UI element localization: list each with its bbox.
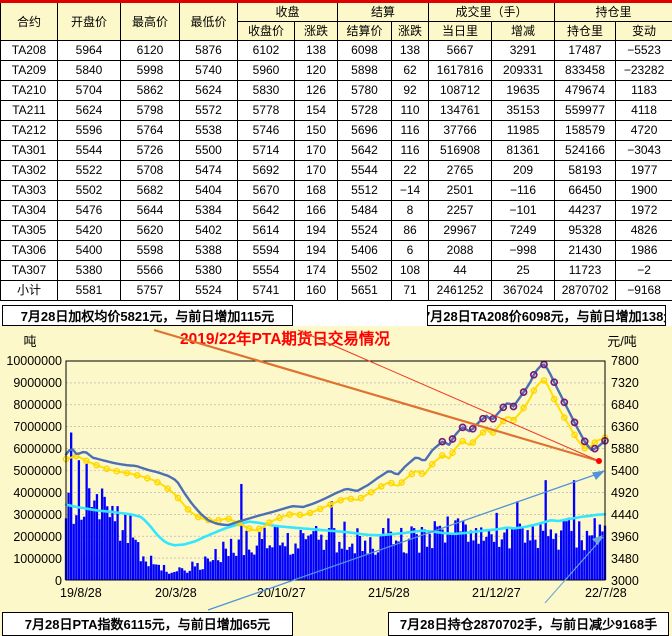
svg-text:19/8/28: 19/8/28 (60, 586, 102, 600)
svg-text:4920: 4920 (611, 486, 639, 500)
svg-text:6000000: 6000000 (13, 442, 62, 456)
svg-text:7320: 7320 (611, 376, 639, 390)
svg-text:3000000: 3000000 (13, 508, 62, 522)
svg-text:4000000: 4000000 (13, 486, 62, 500)
svg-text:6840: 6840 (611, 398, 639, 412)
svg-text:5000000: 5000000 (13, 464, 62, 478)
svg-text:元/吨: 元/吨 (607, 334, 637, 349)
svg-text:10000000: 10000000 (6, 354, 62, 368)
svg-text:21/5/28: 21/5/28 (368, 586, 410, 600)
svg-text:2019/22年PTA期货日交易情况: 2019/22年PTA期货日交易情况 (180, 329, 390, 348)
svg-text:5880: 5880 (611, 442, 639, 456)
svg-text:1000000: 1000000 (13, 552, 62, 566)
svg-text:吨: 吨 (23, 334, 36, 349)
svg-text:9000000: 9000000 (13, 376, 62, 390)
svg-text:3480: 3480 (611, 552, 639, 566)
svg-text:8000000: 8000000 (13, 398, 62, 412)
svg-text:5400: 5400 (611, 464, 639, 478)
svg-text:20/10/27: 20/10/27 (257, 586, 306, 600)
svg-text:4440: 4440 (611, 508, 639, 522)
svg-text:22/7/28: 22/7/28 (585, 586, 627, 600)
svg-text:21/12/27: 21/12/27 (472, 586, 521, 600)
svg-text:6360: 6360 (611, 420, 639, 434)
svg-text:2000000: 2000000 (13, 530, 62, 544)
svg-text:7000000: 7000000 (13, 420, 62, 434)
svg-text:3960: 3960 (611, 530, 639, 544)
svg-text:7800: 7800 (611, 354, 639, 368)
svg-text:20/3/28: 20/3/28 (155, 586, 197, 600)
